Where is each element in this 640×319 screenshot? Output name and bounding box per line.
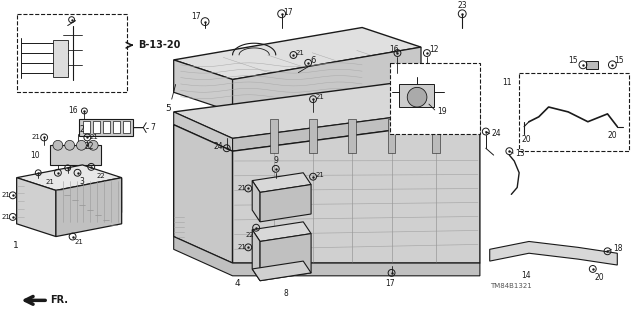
- Polygon shape: [17, 14, 127, 92]
- Text: 17: 17: [191, 12, 201, 21]
- Polygon shape: [432, 119, 440, 153]
- Polygon shape: [232, 119, 480, 263]
- Text: TM84B1321: TM84B1321: [490, 283, 531, 289]
- Circle shape: [407, 87, 427, 107]
- Polygon shape: [490, 241, 618, 265]
- Text: 15: 15: [568, 56, 578, 65]
- Text: 21: 21: [296, 50, 304, 56]
- Polygon shape: [103, 121, 110, 132]
- Text: 22: 22: [96, 173, 105, 179]
- Text: 3: 3: [79, 177, 84, 186]
- Polygon shape: [388, 119, 396, 153]
- Polygon shape: [399, 85, 434, 107]
- Polygon shape: [113, 121, 120, 132]
- Text: 5: 5: [165, 104, 171, 114]
- Text: 22: 22: [84, 142, 94, 151]
- Text: 21: 21: [75, 239, 83, 245]
- Text: 24: 24: [213, 142, 223, 151]
- Polygon shape: [17, 165, 122, 190]
- Polygon shape: [17, 178, 56, 237]
- Polygon shape: [252, 222, 311, 241]
- Text: 17: 17: [284, 8, 293, 17]
- Text: 21: 21: [315, 172, 324, 178]
- Polygon shape: [123, 121, 129, 132]
- Text: 2: 2: [79, 125, 84, 134]
- Text: 22: 22: [245, 232, 254, 238]
- Polygon shape: [173, 79, 480, 138]
- Text: FR.: FR.: [50, 295, 68, 305]
- Text: 20: 20: [595, 273, 604, 282]
- Polygon shape: [252, 230, 260, 281]
- Polygon shape: [79, 119, 134, 137]
- Text: 8: 8: [283, 289, 288, 298]
- Polygon shape: [252, 181, 260, 222]
- Polygon shape: [56, 178, 122, 237]
- Text: 1: 1: [13, 241, 19, 250]
- Text: 18: 18: [613, 244, 623, 253]
- Polygon shape: [260, 234, 311, 281]
- Polygon shape: [173, 237, 480, 276]
- Text: 24: 24: [492, 129, 501, 138]
- Polygon shape: [260, 185, 311, 222]
- Text: 14: 14: [521, 271, 531, 280]
- Circle shape: [53, 140, 63, 150]
- Polygon shape: [348, 119, 356, 153]
- Text: 4: 4: [234, 279, 240, 288]
- Text: 15: 15: [614, 56, 624, 65]
- Polygon shape: [173, 125, 232, 263]
- Polygon shape: [173, 112, 232, 151]
- Polygon shape: [309, 119, 317, 153]
- Polygon shape: [390, 63, 480, 134]
- Text: 23: 23: [458, 1, 467, 10]
- Polygon shape: [93, 121, 100, 132]
- Circle shape: [88, 140, 98, 150]
- Polygon shape: [173, 60, 232, 112]
- Text: 21: 21: [315, 94, 324, 100]
- Text: 6: 6: [310, 56, 316, 65]
- Polygon shape: [519, 73, 629, 151]
- Text: 21: 21: [237, 244, 246, 250]
- Text: 21: 21: [2, 192, 11, 198]
- Polygon shape: [50, 145, 101, 165]
- Text: 11: 11: [502, 78, 511, 87]
- Text: 12: 12: [429, 45, 438, 54]
- Polygon shape: [232, 106, 480, 151]
- Polygon shape: [252, 173, 311, 192]
- Polygon shape: [586, 61, 598, 69]
- Text: 13: 13: [515, 149, 525, 158]
- Text: 21: 21: [90, 134, 98, 140]
- Text: 19: 19: [436, 108, 446, 116]
- Circle shape: [77, 140, 86, 150]
- Text: 20: 20: [521, 135, 531, 144]
- Text: 7: 7: [150, 123, 155, 132]
- Polygon shape: [83, 121, 90, 132]
- Text: 10: 10: [31, 151, 40, 160]
- Text: 21: 21: [31, 134, 40, 140]
- Text: 9: 9: [273, 156, 278, 165]
- Polygon shape: [252, 261, 311, 281]
- Text: 20: 20: [607, 131, 617, 140]
- Text: 21: 21: [45, 179, 54, 185]
- Polygon shape: [173, 27, 421, 79]
- Text: 21: 21: [237, 185, 246, 191]
- Polygon shape: [53, 40, 68, 77]
- Text: 17: 17: [385, 279, 394, 288]
- Text: 21: 21: [2, 214, 11, 220]
- Text: 16: 16: [68, 107, 77, 115]
- Polygon shape: [232, 47, 421, 112]
- Text: B-13-20: B-13-20: [138, 40, 180, 50]
- Polygon shape: [270, 119, 278, 153]
- Circle shape: [65, 140, 75, 150]
- Text: 16: 16: [388, 45, 398, 54]
